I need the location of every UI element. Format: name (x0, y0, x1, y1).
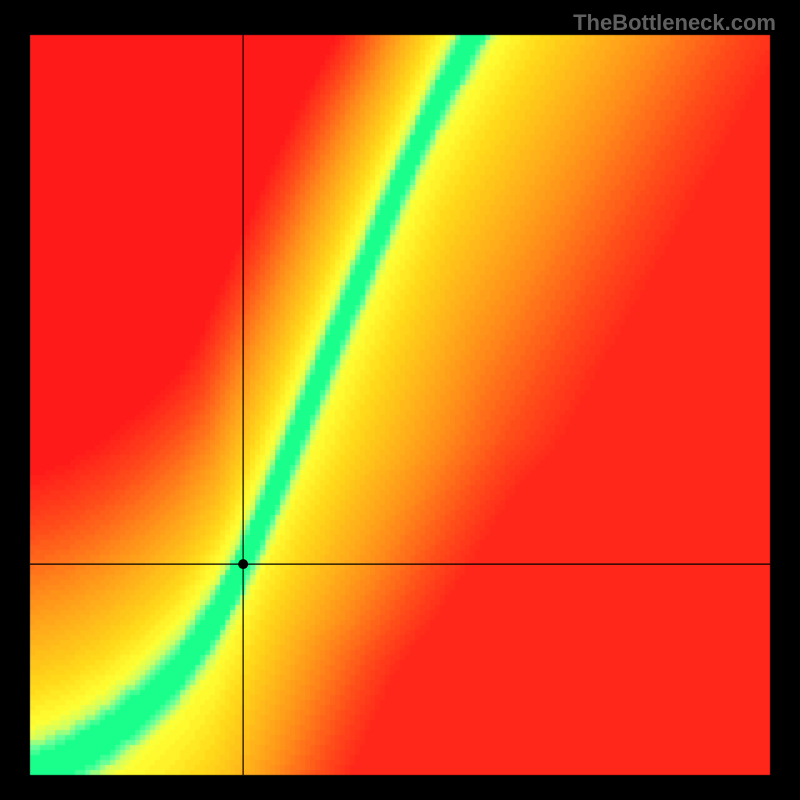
heatmap-canvas (0, 0, 800, 800)
watermark-text: TheBottleneck.com (573, 10, 776, 36)
chart-container: TheBottleneck.com (0, 0, 800, 800)
